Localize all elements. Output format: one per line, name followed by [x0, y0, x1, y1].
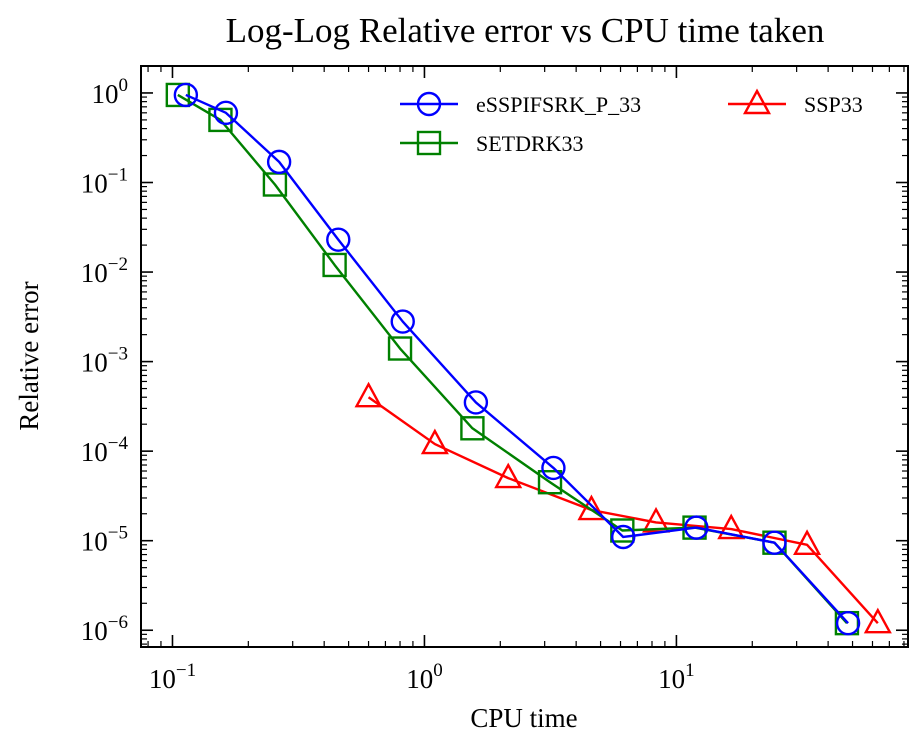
- data-point-square: [165, 82, 191, 108]
- data-point-triangle: [420, 428, 449, 455]
- data-point-triangle: [863, 607, 892, 634]
- y-tick-label: 10−5: [81, 523, 128, 557]
- legend-marker-square: [416, 130, 442, 156]
- data-point-circle: [266, 149, 292, 175]
- data-point-circle: [390, 309, 415, 334]
- data-point-triangle: [793, 529, 822, 555]
- x-tick-label: 100: [406, 660, 443, 694]
- plot-frame: [140, 65, 909, 648]
- series-layer: [165, 82, 892, 636]
- legend-marker-triangle: [742, 88, 772, 115]
- legend-entry: SETDRK33: [400, 130, 584, 156]
- y-tick-label: 10−2: [81, 254, 128, 288]
- data-point-triangle: [577, 494, 606, 521]
- legend-entry: eSSPIFSRK_P_33: [400, 91, 641, 117]
- data-point-square: [322, 252, 347, 278]
- data-point-circle: [173, 82, 199, 108]
- data-point-circle: [541, 455, 566, 481]
- y-tick-label: 10−1: [81, 165, 128, 199]
- legend-label: SETDRK33: [476, 131, 584, 156]
- data-point-circle: [463, 390, 489, 415]
- data-point-triangle: [642, 506, 671, 533]
- data-point-square: [262, 172, 288, 197]
- chart-title: Log-Log Relative error vs CPU time taken: [226, 11, 825, 50]
- x-tick-label: 101: [658, 660, 695, 694]
- series-circle: [173, 82, 861, 636]
- data-point-triangle: [717, 513, 746, 540]
- legend-label: SSP33: [804, 92, 863, 117]
- data-point-circle: [213, 100, 239, 126]
- legend-marker-circle: [416, 91, 442, 117]
- data-point-triangle: [354, 381, 383, 408]
- axis-ticks: 10−1 100 101 100 10−1 10−2 10−3 10−4 10−5 10−6: [81, 65, 908, 694]
- data-point-square: [208, 107, 233, 133]
- data-point-square: [537, 470, 563, 495]
- series-square: [165, 82, 860, 636]
- data-point-circle: [835, 610, 861, 636]
- data-point-square: [460, 416, 485, 441]
- x-axis-label: CPU time: [470, 703, 577, 733]
- y-tick-label: 10−6: [81, 612, 128, 646]
- series-line: [185, 93, 849, 624]
- data-point-circle: [762, 530, 787, 555]
- series-line: [367, 396, 879, 624]
- data-point-triangle: [494, 462, 523, 489]
- data-point-circle: [684, 515, 709, 540]
- data-point-circle: [611, 524, 636, 550]
- data-point-square: [387, 336, 413, 361]
- legend-entry: SSP33: [728, 88, 863, 117]
- y-tick-label: 10−3: [81, 344, 128, 378]
- y-tick-label: 100: [92, 75, 129, 109]
- series-triangle: [354, 381, 892, 634]
- y-axis-label: Relative error: [14, 281, 44, 430]
- x-tick-label: 10−1: [149, 660, 196, 694]
- y-tick-label: 10−4: [81, 433, 129, 467]
- legend: eSSPIFSRK_P_33 SETDRK33 SSP33: [400, 88, 863, 156]
- legend-label: eSSPIFSRK_P_33: [476, 92, 641, 117]
- data-point-circle: [326, 227, 351, 252]
